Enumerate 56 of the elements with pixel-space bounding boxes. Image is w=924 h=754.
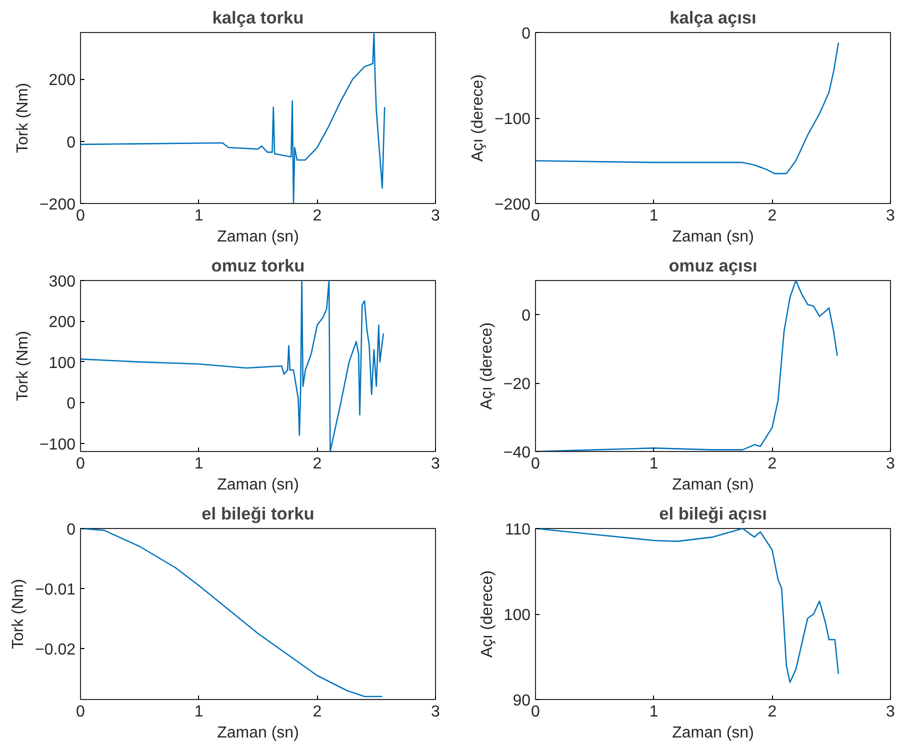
x-tick-label: 1 [649,456,658,472]
y-tick-label: 110 [504,522,531,538]
y-axis-title: Açı (derece) [478,570,496,658]
x-axis-title: Zaman (sn) [672,476,754,494]
x-tick-label: 3 [431,208,440,224]
y-tick-label: −200 [39,196,76,214]
x-tick-label: 3 [431,456,440,472]
y-tick-label: 0 [66,396,76,413]
x-axis-title: Zaman (sn) [672,724,754,742]
y-tick-label: 0 [66,522,76,538]
y-tick-label: 300 [48,274,76,290]
y-tick-label: −200 [494,196,531,214]
y-tick-label: −100 [39,436,76,454]
chart-title: kalça torku [212,8,304,28]
y-tick-label: 200 [48,314,76,332]
x-tick-label: 1 [649,208,658,224]
x-tick-label: 2 [312,456,322,472]
x-tick-label: 3 [431,704,440,720]
x-tick-label: 3 [886,208,896,224]
y-axis-title: Açı (derece) [478,322,496,410]
x-tick-label: 2 [768,704,777,720]
y-tick-label: −100 [494,111,531,128]
y-tick-label: −20 [503,376,531,394]
x-tick-label: 2 [312,208,322,224]
x-axis-title: Zaman (sn) [217,476,299,494]
chart-title: omuz açısı [668,256,758,276]
x-axis-title: Zaman (sn) [217,724,299,742]
chart-title: kalça açısı [670,8,756,28]
x-axis-title: Zaman (sn) [672,228,754,246]
y-tick-label: −0.01 [35,582,76,598]
x-tick-label: 1 [194,456,204,472]
x-axis-title: Zaman (sn) [217,228,299,246]
x-tick-label: 2 [312,704,322,720]
y-tick-label: 0 [522,26,531,42]
y-axis-title: Açı (derece) [469,74,486,162]
y-tick-label: 100 [48,354,76,372]
y-axis-title: Tork (Nm) [14,82,32,154]
y-axis-title: Tork (Nm) [14,330,32,402]
y-axis-title: Tork (Nm) [10,578,28,650]
x-tick-label: 2 [768,456,777,472]
chart-title: omuz torku [211,256,305,276]
y-tick-label: 0 [66,134,76,152]
x-tick-label: 1 [194,704,204,720]
x-tick-label: 1 [194,208,204,224]
chart-title: el bileği açısı [659,504,767,524]
y-tick-label: −0.02 [35,642,76,658]
y-tick-label: 200 [48,72,76,90]
x-tick-label: 3 [886,704,896,720]
x-tick-label: 1 [649,704,658,720]
y-tick-label: 0 [522,308,531,325]
chart-title: el bileği torku [202,504,314,524]
x-tick-label: 2 [768,208,777,224]
y-tick-label: 100 [504,607,531,624]
y-tick-label: 90 [512,692,531,710]
x-tick-label: 3 [886,456,896,472]
y-tick-label: −40 [503,444,531,462]
